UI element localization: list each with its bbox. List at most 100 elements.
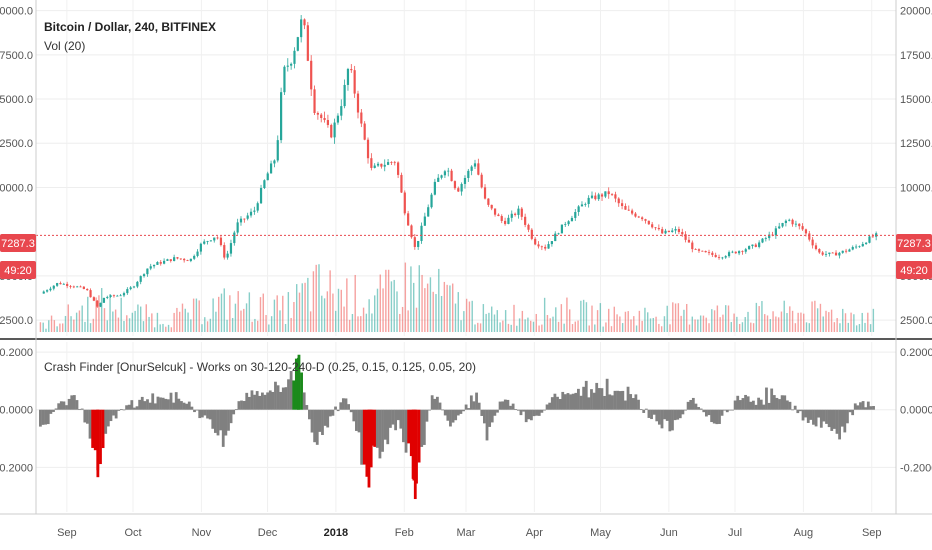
candle-body — [694, 249, 697, 250]
indicator-bar — [114, 409, 118, 419]
candle-body — [550, 241, 553, 245]
candle-body — [544, 246, 547, 249]
indicator-bar — [388, 409, 392, 428]
candle-body — [159, 262, 162, 264]
indicator-bar — [106, 409, 110, 427]
candle-body — [463, 177, 467, 184]
volume-bar — [839, 323, 841, 332]
indicator-bar — [177, 398, 181, 410]
price-tick-label: 17500.0 — [900, 50, 932, 62]
volume-bar — [418, 265, 420, 332]
volume-bar — [571, 324, 574, 332]
indicator-bar — [122, 409, 126, 411]
indicator-bar — [744, 394, 747, 410]
indicator-bar — [819, 409, 823, 428]
indicator-bar — [869, 406, 873, 410]
symbol-title[interactable]: Bitcoin / Dollar, 240, BITFINEX — [44, 20, 216, 34]
indicator-bar — [595, 382, 599, 410]
indicator-bar — [101, 409, 105, 449]
candle-body — [594, 195, 597, 200]
indicator-bar — [213, 409, 217, 433]
volume-bar — [374, 295, 376, 332]
candle-body — [624, 205, 627, 210]
candle-body — [490, 204, 493, 209]
volume-bar — [811, 301, 813, 332]
indicator-bar — [49, 409, 53, 414]
indicator-bar — [83, 409, 87, 423]
volume-bar — [744, 317, 746, 332]
candle-body — [821, 252, 824, 255]
volume-bar — [296, 284, 298, 332]
axes[interactable]: 20000.0 20000.0 17500.0 17500.0 15000.0 15000… — [0, 6, 932, 539]
candle-body — [567, 221, 570, 225]
volume-bar — [496, 310, 498, 332]
volume-bar — [479, 323, 482, 332]
volume-bar — [686, 303, 688, 332]
volume-bar — [45, 328, 47, 332]
indicator-bar — [86, 409, 89, 424]
indicator-bar — [143, 401, 147, 410]
candle-body — [290, 63, 293, 66]
indicator-bar — [349, 409, 353, 413]
volume-bar — [64, 315, 67, 332]
price-tick-label: 12500.0 — [900, 138, 932, 150]
time-tick-label: Feb — [395, 527, 414, 539]
volume-bar — [145, 304, 147, 332]
candle-body — [447, 170, 450, 172]
volume-bar — [95, 297, 97, 332]
candle-body — [122, 293, 126, 296]
volume-bar — [552, 316, 554, 332]
volume-bar — [273, 299, 276, 332]
candle-body — [804, 229, 808, 234]
candle-body — [758, 242, 761, 247]
indicator-bar — [65, 405, 68, 410]
indicator-legend[interactable]: Crash Finder [OnurSelcuk] - Works on 30-… — [44, 360, 476, 374]
volume-bar — [139, 306, 142, 332]
indicator-bar — [522, 409, 525, 412]
volume-bar — [596, 310, 599, 332]
indicator-bar — [577, 388, 580, 410]
indicator-bar — [305, 405, 309, 410]
volume-bar — [70, 316, 72, 332]
indicator-bar — [451, 409, 455, 423]
candle-body — [524, 216, 527, 225]
volume-bar — [730, 322, 732, 332]
candle-body — [320, 114, 323, 119]
volume-bar — [452, 283, 454, 332]
indicator-bar — [373, 409, 377, 447]
indicator-bar — [524, 409, 528, 423]
indicator-bar — [156, 396, 160, 410]
volume-bar — [619, 316, 621, 332]
candle-body — [483, 187, 487, 199]
indicator-bar — [336, 409, 340, 412]
volume-bar — [630, 319, 632, 332]
candle-body — [654, 227, 657, 229]
volume-bar — [719, 317, 721, 332]
indicator-bar — [796, 409, 800, 414]
volume-bar — [485, 313, 487, 332]
indicator-bar — [509, 405, 512, 410]
volume-legend[interactable]: Vol (20) — [44, 39, 85, 53]
volume-bar — [750, 322, 752, 332]
candle-body — [350, 69, 353, 71]
candle-body — [229, 243, 233, 254]
indicator-bar — [247, 396, 251, 410]
svg-text:49:20: 49:20 — [4, 265, 32, 277]
indicator-bar — [255, 391, 259, 410]
indicator-bar — [545, 404, 549, 410]
volume-bar — [688, 324, 691, 332]
candle-body — [82, 286, 85, 289]
candle-body — [116, 295, 119, 297]
volume-bar — [42, 322, 44, 332]
candle-body — [664, 230, 667, 234]
indicator-bar — [642, 409, 646, 413]
volume-bar — [142, 321, 145, 332]
indicator-bar — [180, 401, 183, 410]
indicator-bar — [169, 392, 173, 410]
volume-bar — [128, 318, 131, 332]
volume-bar — [137, 304, 139, 332]
volume-bar — [850, 312, 852, 332]
volume-bar — [624, 311, 627, 332]
price-tick-label: 2500.0 — [0, 315, 33, 327]
price-tick-label: 20000.0 — [0, 6, 33, 18]
